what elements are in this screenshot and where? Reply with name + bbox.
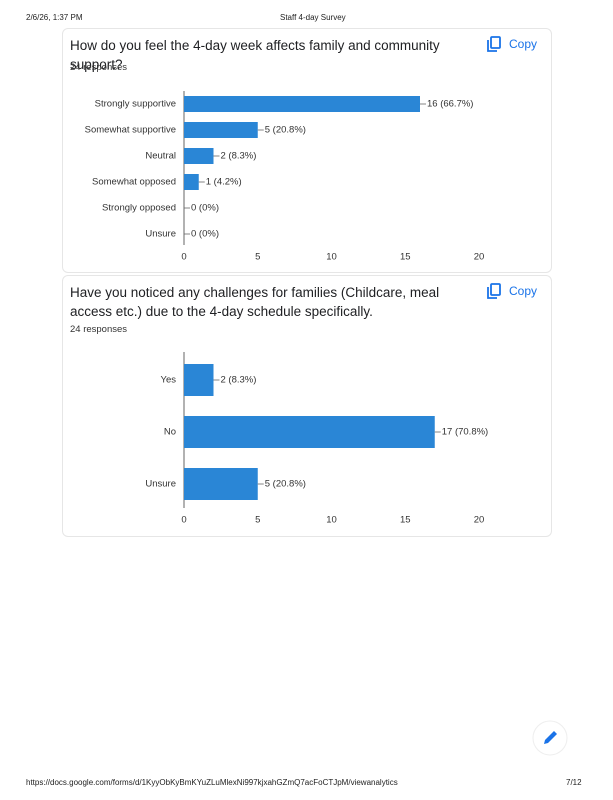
copy-icon (487, 283, 501, 299)
edit-button[interactable] (530, 718, 570, 758)
bar (184, 148, 214, 164)
bar (184, 122, 258, 138)
bar (184, 416, 435, 448)
data-label: 2 (8.3%) (221, 375, 257, 386)
response-count: 24 responses (70, 62, 128, 73)
x-tick-label: 20 (474, 252, 485, 263)
bar (184, 364, 214, 396)
data-label: 2 (8.3%) (221, 151, 257, 162)
x-tick-label: 5 (255, 252, 260, 263)
category-label: Neutral (145, 151, 176, 162)
category-label: No (164, 427, 176, 438)
bar (184, 468, 258, 500)
data-label: 1 (4.2%) (206, 177, 242, 188)
category-label: Unsure (145, 229, 176, 240)
chart: 0 5 10 15 20 Strongly supportive 16 (66.7%) Som… (85, 91, 485, 263)
print-title: Staff 4-day Survey (280, 13, 346, 22)
category-label: Strongly supportive (95, 99, 176, 110)
response-count: 24 responses (70, 324, 128, 335)
x-tick-label: 10 (326, 515, 337, 526)
x-tick-label: 15 (400, 252, 411, 263)
category-label: Somewhat opposed (92, 177, 176, 188)
print-datetime: 2/6/26, 1:37 PM (26, 13, 83, 22)
bar (184, 96, 420, 112)
data-label: 5 (20.8%) (265, 125, 306, 136)
data-label: 17 (70.8%) (442, 427, 488, 438)
copy-label: Copy (508, 284, 537, 298)
data-label: 5 (20.8%) (265, 479, 306, 490)
question-title: Have you noticed any challenges for fami… (70, 285, 440, 319)
x-tick-label: 0 (181, 515, 186, 526)
data-label: 0 (0%) (191, 229, 219, 240)
copy-icon (487, 36, 501, 52)
bar (184, 174, 199, 190)
category-label: Yes (161, 375, 177, 386)
category-label: Unsure (145, 479, 176, 490)
question-card: How do you feel the 4-day week affects f… (62, 28, 552, 273)
question-title: How do you feel the 4-day week affects f… (70, 38, 440, 72)
copy-button[interactable]: Copy (487, 36, 537, 52)
x-tick-label: 0 (181, 252, 186, 263)
data-label: 16 (66.7%) (427, 99, 473, 110)
x-tick-label: 10 (326, 252, 337, 263)
page-number: 7/12 (566, 778, 582, 787)
question-card: Have you noticed any challenges for fami… (62, 275, 552, 537)
x-tick-label: 20 (474, 515, 485, 526)
data-label: 0 (0%) (191, 203, 219, 214)
x-tick-label: 5 (255, 515, 260, 526)
print-url: https://docs.google.com/forms/d/1KyyObKy… (26, 778, 398, 787)
x-tick-label: 15 (400, 515, 411, 526)
chart: 0 5 10 15 20 Yes 2 (8.3%) No 17 (70.8%) Unsure 5 (… (145, 352, 488, 526)
copy-button[interactable]: Copy (487, 283, 537, 299)
copy-label: Copy (508, 37, 537, 51)
category-label: Somewhat supportive (85, 125, 176, 136)
category-label: Strongly opposed (102, 203, 176, 214)
